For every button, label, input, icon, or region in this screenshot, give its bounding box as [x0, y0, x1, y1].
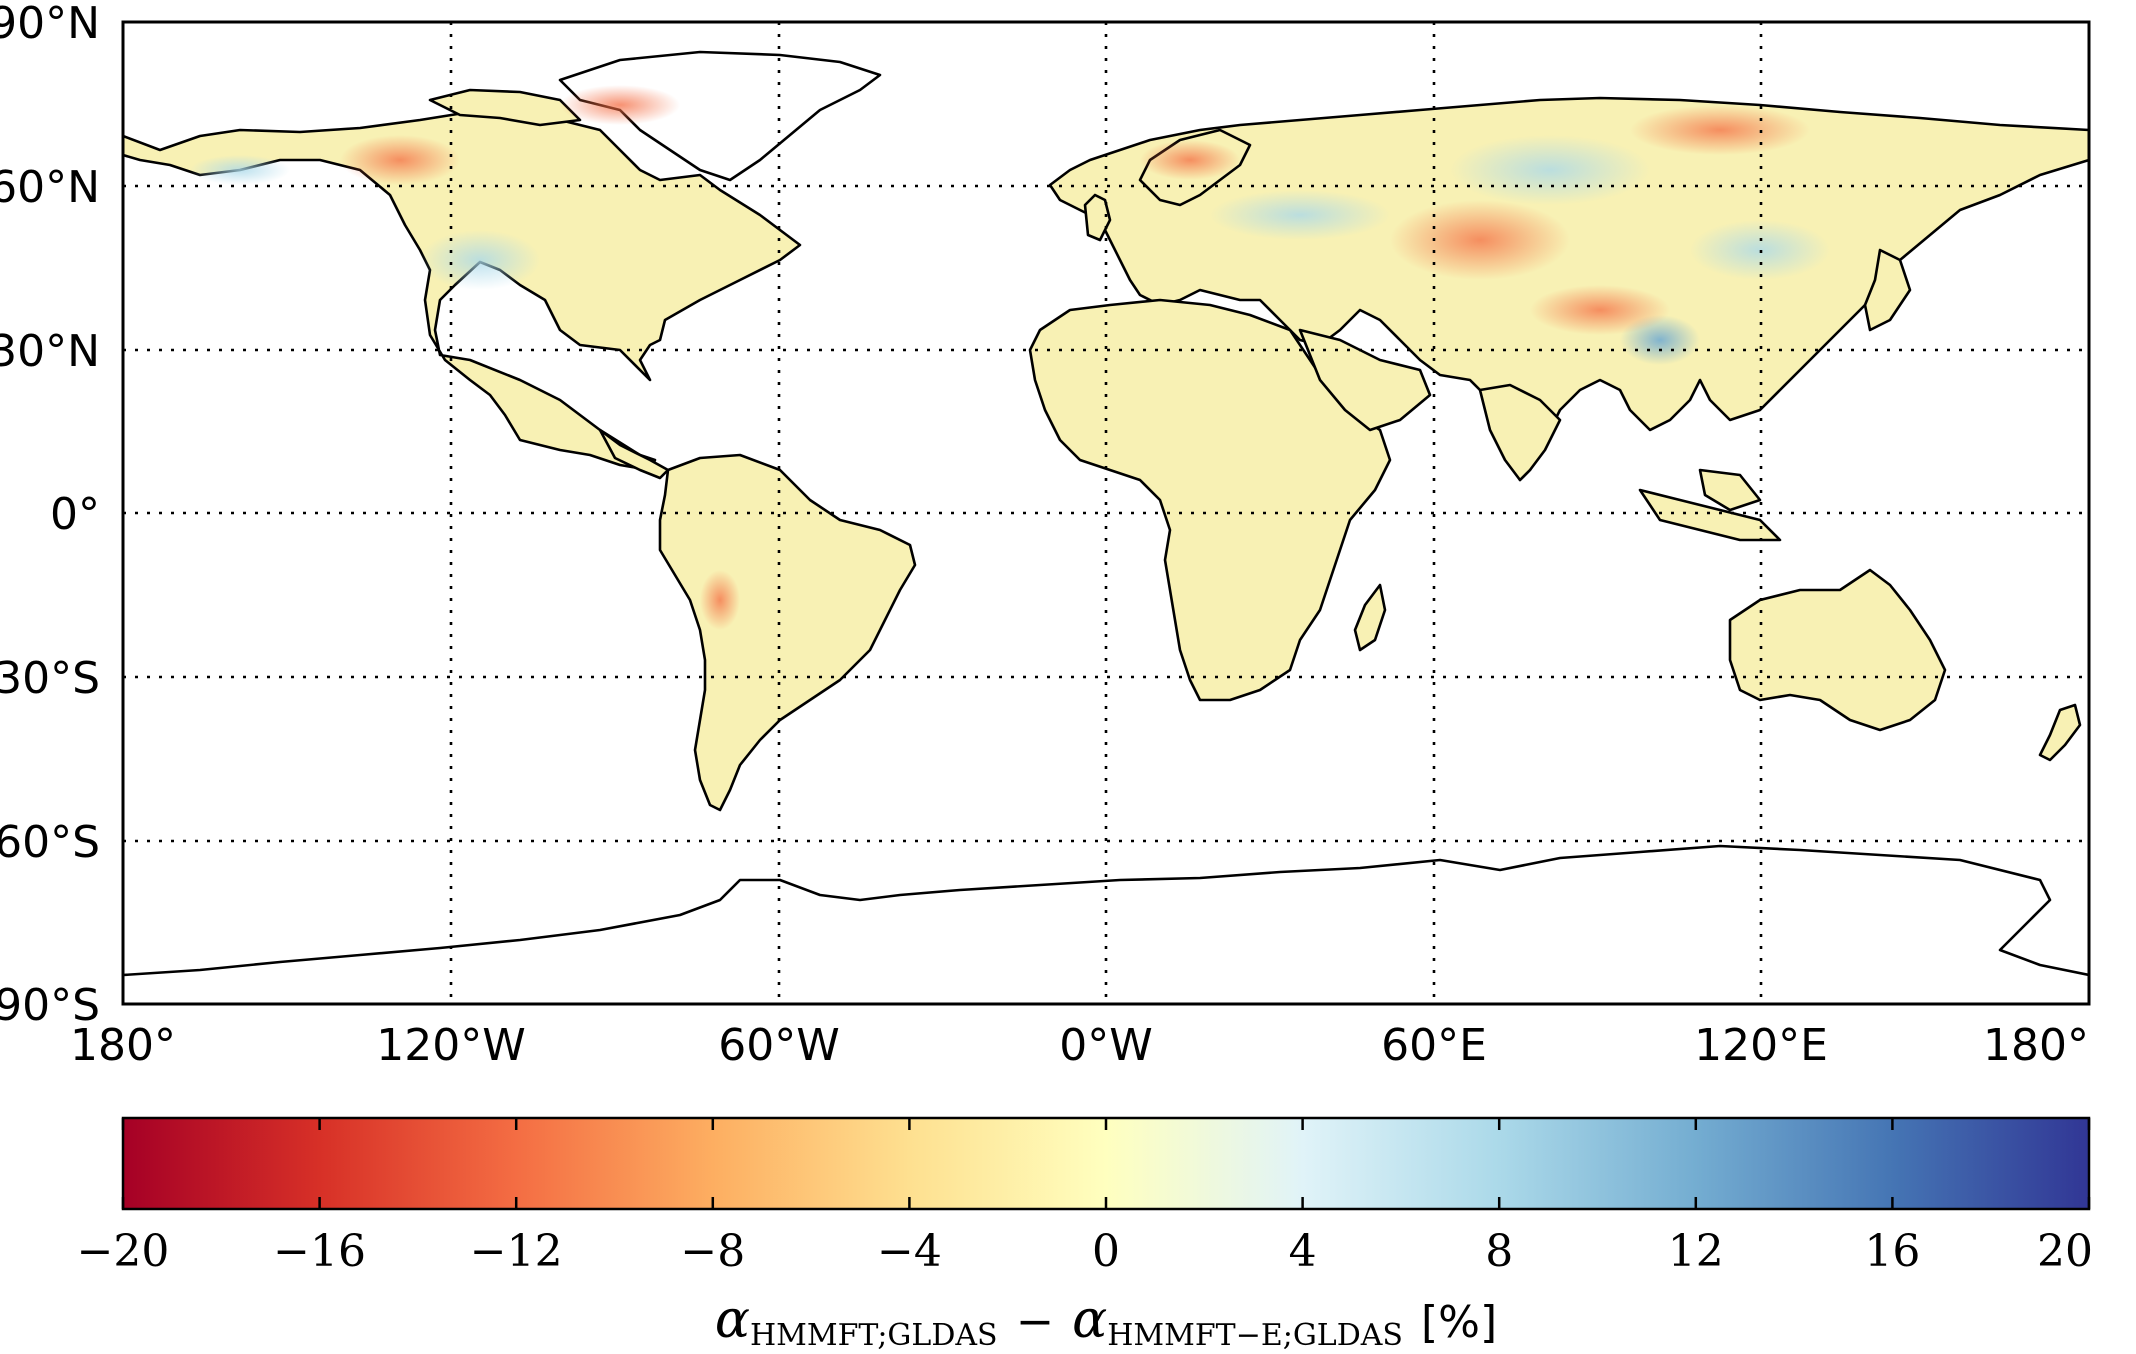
lon-label-0w: 0°W [1059, 1020, 1153, 1071]
south-america [658, 453, 917, 812]
colorbar-tick-label: 0 [1092, 1226, 1120, 1277]
new-zealand [2038, 703, 2082, 762]
australia [1728, 568, 1947, 732]
colorbar-tick-labels: −20 −16 −12 −8 −4 0 4 8 12 16 20 [77, 1226, 2093, 1277]
colorbar-tick-label: −16 [273, 1226, 366, 1277]
graticule [123, 22, 2089, 1004]
colorbar-tick-label: −12 [470, 1226, 563, 1277]
lat-label-90n: 90°N [0, 0, 100, 49]
colorbar-tick-label: 8 [1485, 1226, 1513, 1277]
colorbar-tick-label: 16 [1864, 1226, 1920, 1277]
map-panel: 90°N 60°N 30°N 0° 30°S 60°S 90°S 180° 12… [0, 0, 2091, 1071]
lon-label-180e: 180° [1983, 1020, 2089, 1071]
colorbar-ticks [121, 1118, 2091, 1209]
japan [1863, 248, 1912, 332]
lat-label-30n: 30°N [0, 326, 100, 377]
colorbar-tick-label: −4 [877, 1226, 942, 1277]
colorbar-tick-label: 20 [2037, 1226, 2093, 1277]
longitude-labels: 180° 120°W 60°W 0°W 60°E 120°E 180° [70, 1020, 2089, 1071]
lat-label-90s: 90°S [0, 980, 100, 1031]
lon-label-180w: 180° [70, 1020, 176, 1071]
label-subscript-1: HMMFT;GLDAS [750, 1318, 998, 1353]
label-alpha-2: α [1072, 1290, 1107, 1350]
british-isles [1083, 193, 1112, 242]
lon-label-60e: 60°E [1381, 1020, 1487, 1071]
africa [1028, 298, 1392, 702]
lat-label-60s: 60°S [0, 817, 100, 868]
colorbar: −20 −16 −12 −8 −4 0 4 8 12 16 20 αHMMFT;GLDAS − αHMM… [77, 1116, 2093, 1353]
latitude-labels: 90°N 60°N 30°N 0° 30°S 60°S 90°S [0, 0, 100, 1031]
lon-label-60w: 60°W [718, 1020, 840, 1071]
label-alpha-1: α [715, 1290, 750, 1350]
central-america [598, 428, 670, 480]
lat-label-30s: 30°S [0, 653, 100, 704]
borneo [1698, 468, 1762, 512]
colorbar-gradient [121, 1116, 2091, 1211]
label-unit: [%] [1421, 1297, 1497, 1348]
colorbar-tick-label: −8 [680, 1226, 745, 1277]
colorbar-label: αHMMFT;GLDAS − αHMMFT−E;GLDAS [%] [715, 1290, 1497, 1353]
arctic-islands [428, 88, 582, 127]
lat-label-0: 0° [50, 489, 100, 540]
anomaly-patches [190, 85, 1830, 630]
lon-label-120e: 120°E [1694, 1020, 1828, 1071]
map-frame [121, 20, 2091, 1006]
india [1478, 383, 1562, 482]
lat-label-60n: 60°N [0, 162, 100, 213]
label-subscript-2: HMMFT−E;GLDAS [1107, 1318, 1403, 1353]
madagascar [1353, 583, 1387, 652]
indonesia [1638, 488, 1782, 542]
colorbar-tick-label: 12 [1668, 1226, 1724, 1277]
label-minus: − [1016, 1294, 1055, 1348]
colorbar-tick-label: 4 [1289, 1226, 1317, 1277]
lon-label-120w: 120°W [376, 1020, 526, 1071]
colorbar-tick-label: −20 [77, 1226, 170, 1277]
